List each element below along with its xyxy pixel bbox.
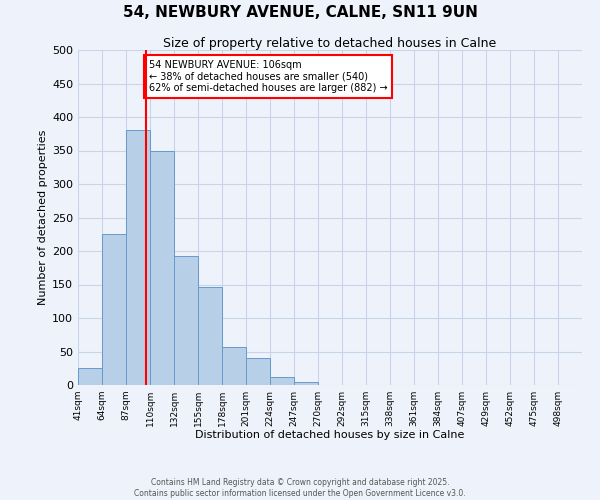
Bar: [78, 368, 102, 385]
Text: 54, NEWBURY AVENUE, CALNE, SN11 9UN: 54, NEWBURY AVENUE, CALNE, SN11 9UN: [122, 5, 478, 20]
X-axis label: Distribution of detached houses by size in Calne: Distribution of detached houses by size …: [196, 430, 464, 440]
Bar: [246, 358, 270, 385]
Text: Contains HM Land Registry data © Crown copyright and database right 2025.
Contai: Contains HM Land Registry data © Crown c…: [134, 478, 466, 498]
Bar: [222, 347, 246, 385]
Title: Size of property relative to detached houses in Calne: Size of property relative to detached ho…: [163, 37, 497, 50]
Bar: [150, 150, 174, 385]
Y-axis label: Number of detached properties: Number of detached properties: [38, 130, 48, 305]
Bar: [174, 256, 198, 385]
Bar: [102, 234, 126, 385]
Bar: [198, 286, 222, 385]
Text: 54 NEWBURY AVENUE: 106sqm
← 38% of detached houses are smaller (540)
62% of semi: 54 NEWBURY AVENUE: 106sqm ← 38% of detac…: [149, 60, 387, 93]
Bar: [294, 382, 318, 385]
Bar: [270, 377, 294, 385]
Bar: [126, 130, 150, 385]
